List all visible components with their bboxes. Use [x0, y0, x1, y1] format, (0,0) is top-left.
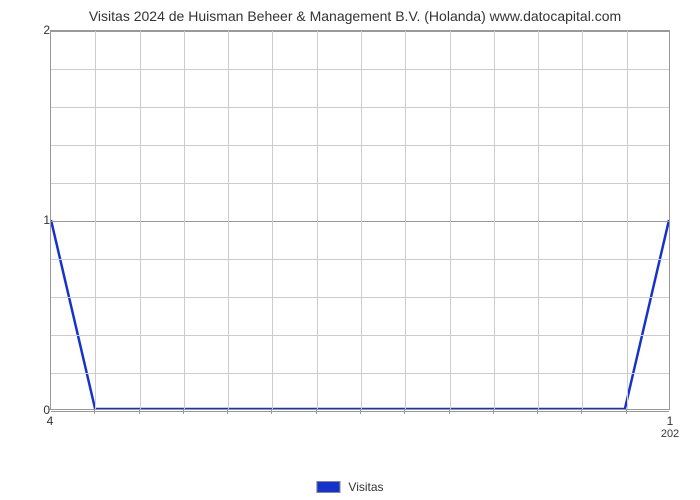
- grid-line-v: [582, 31, 583, 409]
- x-tick-mark: [537, 410, 538, 414]
- x-tick-label-left: 4: [47, 414, 54, 428]
- x-tick-mark: [626, 410, 627, 414]
- grid-line-h: [51, 373, 669, 374]
- legend: Visitas: [316, 480, 383, 494]
- x-tick-mark: [94, 410, 95, 414]
- grid-line-v: [184, 31, 185, 409]
- grid-line-h: [51, 69, 669, 70]
- x-tick-mark: [493, 410, 494, 414]
- x-tick-mark: [139, 410, 140, 414]
- x-tick-mark: [581, 410, 582, 414]
- y-tick-label: 1: [30, 213, 50, 227]
- grid-line-h: [51, 221, 669, 222]
- series-line: [51, 31, 669, 409]
- grid-line-v: [450, 31, 451, 409]
- grid-line-h: [51, 107, 669, 108]
- grid-line-h: [51, 297, 669, 298]
- x-tick-mark: [404, 410, 405, 414]
- grid-line-h: [51, 335, 669, 336]
- x-tick-mark: [183, 410, 184, 414]
- grid-line-v: [140, 31, 141, 409]
- legend-swatch: [316, 481, 340, 493]
- x-tick-mark: [360, 410, 361, 414]
- grid-line-v: [317, 31, 318, 409]
- grid-line-v: [228, 31, 229, 409]
- plot-area: [50, 30, 670, 410]
- x-sub-label-right: 202: [661, 428, 679, 440]
- grid-line-v: [494, 31, 495, 409]
- legend-label: Visitas: [348, 480, 383, 494]
- grid-line-h: [51, 145, 669, 146]
- grid-line-v: [405, 31, 406, 409]
- chart-title: Visitas 2024 de Huisman Beheer & Managem…: [30, 8, 680, 24]
- grid-line-v: [627, 31, 628, 409]
- grid-line-v: [272, 31, 273, 409]
- x-tick-mark: [271, 410, 272, 414]
- grid-line-v: [361, 31, 362, 409]
- chart-container: Visitas 2024 de Huisman Beheer & Managem…: [30, 8, 680, 448]
- y-tick-label: 2: [30, 23, 50, 37]
- x-tick-mark: [227, 410, 228, 414]
- grid-line-h: [51, 183, 669, 184]
- grid-line-h: [51, 31, 669, 32]
- x-tick-mark: [449, 410, 450, 414]
- grid-line-v: [538, 31, 539, 409]
- x-tick-mark: [316, 410, 317, 414]
- grid-line-v: [95, 31, 96, 409]
- grid-line-h: [51, 259, 669, 260]
- x-tick-label-right: 1: [667, 414, 674, 428]
